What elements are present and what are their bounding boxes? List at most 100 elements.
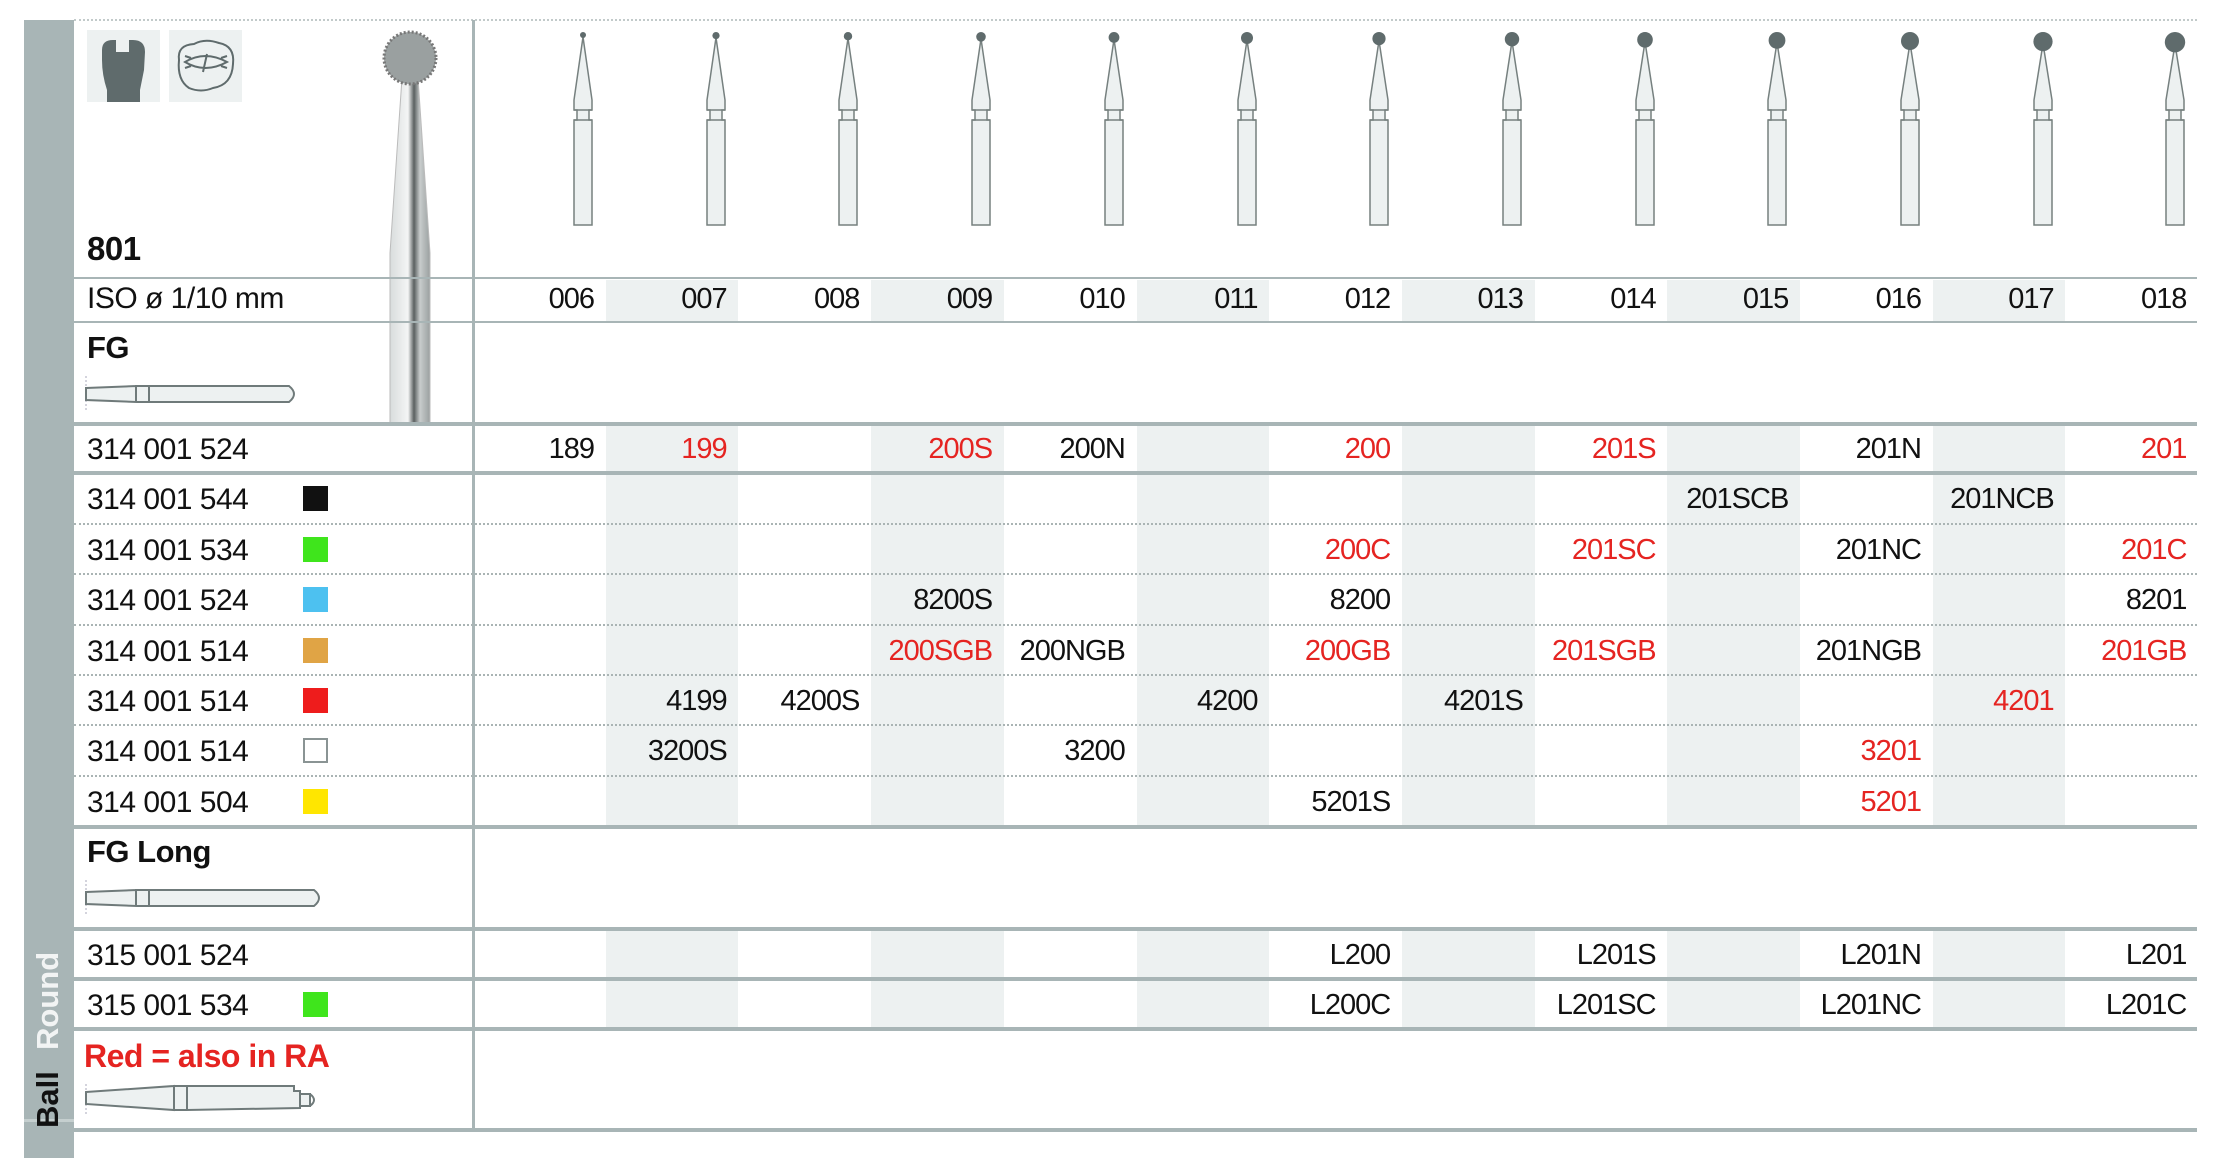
color-ring-swatch: [303, 738, 328, 764]
row-divider: [74, 522, 2197, 525]
shape-label-ball: Ball: [30, 1071, 65, 1128]
bur-size-016-image: [1900, 32, 1920, 226]
color-ring-swatch: [303, 486, 328, 512]
article-number-009[interactable]: 200S: [928, 433, 993, 465]
article-number-012[interactable]: 200C: [1324, 533, 1391, 566]
row-divider: [74, 927, 2197, 931]
iso-size-016: 016: [1875, 283, 1922, 315]
row-divider: [74, 573, 2197, 576]
article-number-017[interactable]: 201NCB: [1950, 483, 2055, 516]
row-divider: [74, 471, 2197, 476]
row-divider: [74, 774, 2197, 777]
row-divider: [74, 825, 2197, 829]
article-number-014[interactable]: 201SC: [1571, 533, 1657, 566]
order-code: 314 001 524: [87, 433, 249, 466]
article-number-012[interactable]: 200: [1344, 433, 1391, 465]
article-number-011[interactable]: 4200: [1196, 685, 1259, 717]
row-divider: [74, 321, 2197, 323]
article-number-014[interactable]: L201SC: [1556, 989, 1657, 1021]
color-ring-swatch: [303, 637, 328, 663]
top-divider: [74, 19, 2197, 21]
row-divider: [74, 422, 2197, 426]
article-number-016[interactable]: 3201: [1860, 735, 1922, 768]
color-ring-swatch: [303, 992, 328, 1017]
column-shade: [605, 280, 739, 322]
section-title: FG: [87, 330, 130, 365]
article-number-018[interactable]: 8201: [2125, 584, 2188, 617]
iso-size-014: 014: [1610, 283, 1656, 315]
article-number-008[interactable]: 4200S: [780, 685, 861, 717]
product-number: 801: [87, 230, 141, 267]
article-number-012[interactable]: L200: [1329, 939, 1392, 971]
shape-sidebar: Ball Round: [24, 20, 74, 1158]
column-shade: [1401, 280, 1535, 322]
order-code: 314 001 504: [87, 785, 249, 819]
article-number-010[interactable]: 200NGB: [1019, 634, 1126, 667]
bur-size-009-image: [971, 32, 991, 226]
sidebar-divider: [24, 1119, 74, 1122]
order-code: 314 001 524: [87, 584, 249, 618]
fg-long-shank-icon: [85, 880, 320, 916]
article-number-015[interactable]: 201SCB: [1686, 483, 1789, 516]
iso-size-006: 006: [548, 283, 595, 315]
iso-size-011: 011: [1214, 283, 1258, 315]
article-number-018[interactable]: 201: [2141, 433, 2187, 465]
color-ring-swatch: [303, 587, 328, 613]
bur-size-011-image: [1236, 32, 1257, 226]
article-number-006[interactable]: 189: [548, 433, 595, 465]
order-code: 314 001 534: [87, 533, 249, 567]
article-number-018[interactable]: L201C: [2105, 989, 2187, 1021]
article-number-007[interactable]: 199: [681, 433, 727, 465]
row-divider: [74, 623, 2197, 626]
article-number-016[interactable]: 201NGB: [1815, 634, 1922, 667]
bur-size-012-image: [1369, 32, 1389, 226]
column-shade: [1667, 280, 1800, 322]
shape-label-round: Round: [30, 951, 65, 1050]
article-number-016[interactable]: 5201: [1860, 785, 1922, 818]
color-ring-swatch: [303, 788, 328, 814]
bur-size-018-image: [2165, 32, 2186, 226]
column-shade: [1932, 280, 2066, 322]
column-shade: [1136, 280, 1270, 322]
iso-size-010: 010: [1079, 283, 1125, 315]
row-divider: [74, 674, 2197, 676]
article-number-017[interactable]: 4201: [1993, 685, 2055, 717]
bur-size-015-image: [1767, 32, 1788, 226]
article-number-013[interactable]: 4201S: [1444, 685, 1524, 717]
article-number-016[interactable]: 201NC: [1835, 533, 1922, 566]
bur-size-006-image: [573, 32, 593, 226]
order-code: 314 001 544: [87, 483, 249, 517]
article-number-012[interactable]: 8200: [1329, 584, 1392, 617]
article-number-012[interactable]: 200GB: [1304, 634, 1391, 667]
order-code: 314 001 514: [87, 735, 249, 769]
iso-size-013: 013: [1477, 283, 1524, 315]
bur-size-007-image: [705, 32, 726, 226]
color-ring-swatch: [303, 536, 328, 562]
article-number-014[interactable]: 201SGB: [1551, 634, 1657, 667]
article-number-014[interactable]: 201S: [1591, 433, 1657, 465]
article-number-009[interactable]: 200SGB: [888, 634, 993, 667]
bur-size-013-image: [1502, 32, 1522, 226]
article-number-016[interactable]: 201N: [1855, 433, 1922, 465]
article-number-018[interactable]: L201: [2125, 939, 2188, 971]
article-number-014[interactable]: L201S: [1576, 939, 1657, 971]
occlusal-cavity-icon: [169, 30, 242, 102]
article-number-012[interactable]: L200C: [1309, 989, 1391, 1021]
article-number-012[interactable]: 5201S: [1311, 785, 1391, 818]
article-number-016[interactable]: L201N: [1840, 939, 1922, 971]
round-bur-image: [382, 30, 438, 424]
article-number-007[interactable]: 4199: [666, 685, 728, 717]
iso-size-007: 007: [681, 283, 727, 315]
article-number-018[interactable]: 201C: [2121, 533, 2187, 566]
article-number-010[interactable]: 200N: [1059, 433, 1125, 465]
article-number-016[interactable]: L201NC: [1820, 989, 1922, 1021]
bur-size-010-image: [1104, 32, 1124, 226]
article-number-009[interactable]: 8200S: [913, 584, 993, 617]
article-number-007[interactable]: 3200S: [647, 735, 728, 768]
iso-size-018: 018: [2141, 283, 2187, 315]
order-code: 314 001 514: [87, 634, 249, 668]
article-number-018[interactable]: 201GB: [2101, 634, 2187, 667]
fg-shank-icon: [85, 376, 295, 412]
article-number-010[interactable]: 3200: [1064, 735, 1126, 768]
bur-size-014-image: [1634, 32, 1655, 226]
